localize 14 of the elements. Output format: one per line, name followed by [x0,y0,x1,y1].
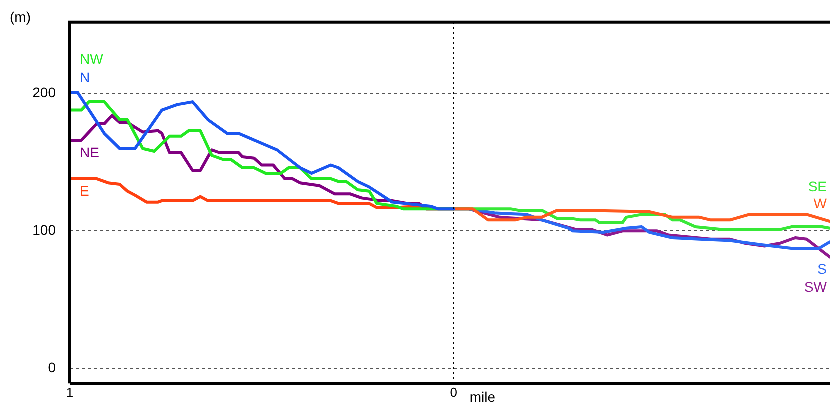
series-label: S [818,261,827,277]
y-tick-label: 100 [32,222,56,238]
series-label: E [80,182,90,199]
x-tick-label: 1 [66,384,74,400]
text: SE [808,178,827,194]
series-label: NE [80,144,100,160]
series-label: W [814,195,828,212]
y-axis-title: (m) [10,8,31,25]
series-label: N [80,69,90,86]
series-label: SW [804,279,828,296]
y-tick-label: 0 [48,359,56,376]
y-tick-label: 200 [32,84,56,101]
x-axis-title: mile [470,388,496,405]
text: NW [80,51,104,68]
